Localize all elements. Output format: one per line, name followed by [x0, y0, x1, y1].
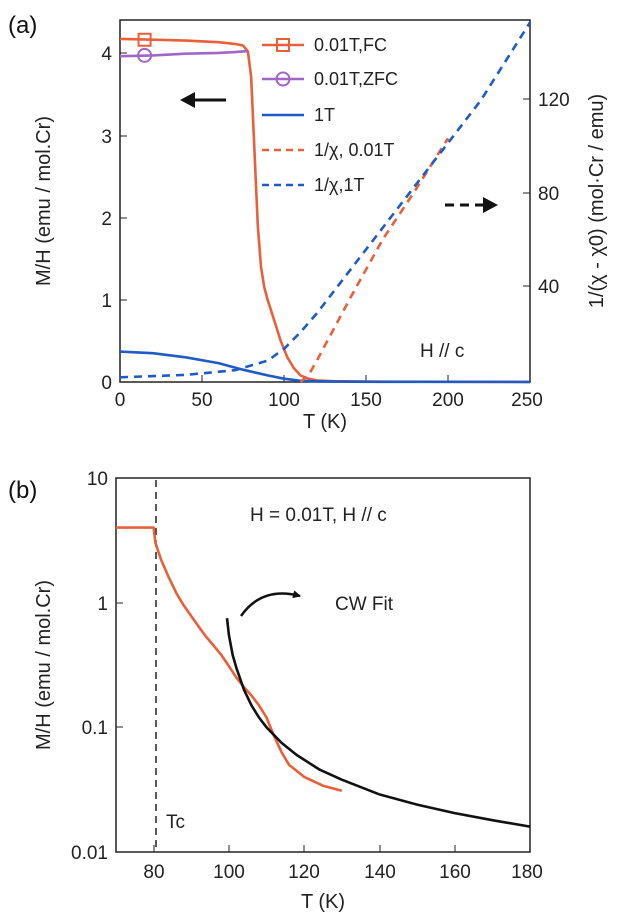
- y-axis-label-a: M/H (emu / mol.Cr): [33, 116, 55, 286]
- series-group-a: [119, 21, 532, 384]
- panel-b: (b) 80 100 120 140 160 180 0.01 0.1 1 10…: [8, 469, 543, 913]
- ytick-a-0: 0: [101, 373, 112, 394]
- xtick-a-3: 150: [350, 390, 382, 411]
- legend-label-inv-1t: 1/χ,1T: [314, 175, 364, 195]
- panel-a: (a) 0 50 100 150 200 250 0 1 2 3 4 40 80: [8, 12, 608, 433]
- right-dashed-arrow-icon: [445, 197, 498, 213]
- field-direction-label-a: H // c: [420, 341, 464, 362]
- series-line-a-1t: [119, 350, 531, 384]
- y-axis-label-b: M/H (emu / mol.Cr): [33, 580, 55, 750]
- xtick-b-5: 180: [511, 862, 543, 883]
- legend-item-fc: 0.01T,FC: [262, 35, 387, 55]
- ytick-b-3: 10: [87, 469, 108, 490]
- ytick-a-4: 4: [101, 44, 112, 65]
- series-group-b: [116, 526, 531, 828]
- legend-a: 0.01T,FC 0.01T,ZFC 1T 1/χ, 0.01T 1/χ,1T: [262, 35, 398, 195]
- field-condition-label-b: H = 0.01T, H // c: [250, 505, 387, 526]
- xtick-b-3: 140: [364, 862, 396, 883]
- legend-item-inv-001t: 1/χ, 0.01T: [262, 140, 395, 160]
- tick-marks-a: [119, 52, 530, 382]
- cw-fit-label: CW Fit: [335, 594, 394, 615]
- xtick-a-0: 0: [115, 390, 126, 411]
- series-line-b-cw-fit: [225, 618, 531, 828]
- xtick-b-1: 100: [213, 862, 245, 883]
- left-arrow-icon: [180, 92, 226, 108]
- series-line-a-0-01t-fc: [119, 37, 531, 384]
- legend-label-fc: 0.01T,FC: [314, 35, 387, 55]
- series-line-a-1-0-01t: [299, 137, 450, 383]
- xtick-a-5: 250: [511, 390, 543, 411]
- ytick-a-3: 3: [101, 127, 112, 148]
- curved-arrow-icon: [239, 590, 301, 617]
- ytick-b-0: 0.01: [71, 843, 108, 864]
- panel-a-label: (a): [8, 12, 37, 39]
- plot-frame-b: [115, 477, 531, 853]
- xtick-a-1: 50: [191, 390, 212, 411]
- circle-marker-icon: [275, 71, 291, 87]
- legend-label-inv-001t: 1/χ, 0.01T: [314, 140, 395, 160]
- panel-b-label: (b): [8, 477, 37, 504]
- legend-item-zfc: 0.01T,ZFC: [262, 69, 398, 89]
- ytick-a-1: 1: [101, 291, 112, 312]
- xtick-a-4: 200: [432, 390, 464, 411]
- x-axis-label-b: T (K): [301, 891, 345, 913]
- y2-axis-label-a: 1/(χ - χ0) (mol·Cr / emu): [586, 94, 608, 308]
- y2tick-a-2: 120: [538, 90, 570, 111]
- legend-item-inv-1t: 1/χ,1T: [262, 175, 364, 195]
- data-marker-circle-0-01t-zfc: [137, 47, 153, 63]
- xtick-b-0: 80: [143, 862, 164, 883]
- ytick-b-1: 0.1: [82, 718, 108, 739]
- ytick-b-2: 1: [97, 594, 108, 615]
- xtick-b-2: 120: [288, 862, 320, 883]
- series-line-b-data-0: [116, 526, 343, 792]
- legend-label-1t: 1T: [314, 105, 335, 125]
- data-marker-square-0-01t-fc: [137, 32, 152, 47]
- square-marker-icon: [276, 38, 290, 52]
- xtick-b-4: 160: [439, 862, 471, 883]
- legend-item-1t: 1T: [262, 105, 335, 125]
- tick-marks-b: [116, 602, 456, 852]
- series-line-a-0-01t-zfc: [119, 50, 248, 58]
- series-line-a-1-1t: [119, 21, 532, 379]
- xtick-a-2: 100: [268, 390, 300, 411]
- legend-label-zfc: 0.01T,ZFC: [314, 69, 398, 89]
- ytick-a-2: 2: [101, 209, 112, 230]
- tc-label: Tc: [166, 812, 185, 833]
- y2tick-a-1: 80: [538, 184, 559, 205]
- x-axis-label-a: T (K): [303, 411, 347, 433]
- y2tick-a-0: 40: [538, 277, 559, 298]
